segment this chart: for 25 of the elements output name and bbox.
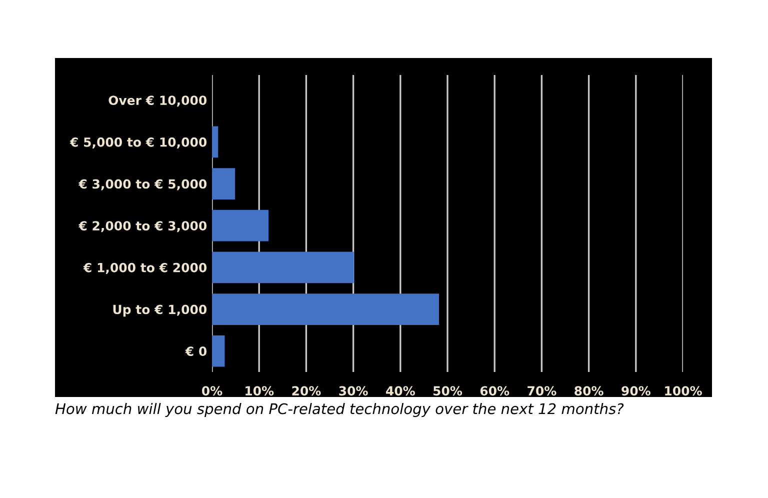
x-tick-label: 10% bbox=[246, 386, 274, 396]
bar bbox=[212, 294, 440, 325]
y-tick-label: Up to € 1,000 bbox=[113, 304, 207, 317]
x-tick-label: 80% bbox=[574, 386, 604, 396]
bar bbox=[212, 210, 269, 242]
bar bbox=[212, 126, 218, 158]
bar bbox=[212, 335, 225, 367]
x-tick-label: 0% bbox=[202, 386, 222, 396]
y-tick-label: € 0 bbox=[185, 346, 207, 356]
y-tick-label: € 2,000 to € 3,000 bbox=[78, 221, 207, 232]
y-tick-label: Over € 10,000 bbox=[108, 96, 207, 107]
text: How much will you spend on PC-related technology over the next 12 months? bbox=[55, 402, 624, 418]
x-tick-label: 20% bbox=[292, 386, 321, 396]
x-tick-label: 90% bbox=[622, 386, 650, 396]
y-tick-label: € 3,000 to € 5,000 bbox=[78, 179, 207, 190]
x-tick-label: 30% bbox=[339, 386, 368, 396]
x-tick-label: 40% bbox=[386, 386, 415, 396]
x-tick-label: 70% bbox=[528, 386, 556, 396]
x-tick-label: 100% bbox=[665, 386, 702, 396]
x-tick-label: 50% bbox=[434, 386, 462, 396]
bar bbox=[212, 252, 354, 284]
x-tick-label: 60% bbox=[480, 386, 510, 396]
bar bbox=[212, 168, 236, 200]
y-tick-label: € 1,000 to € 2000 bbox=[83, 262, 207, 274]
y-tick-label: € 5,000 to € 10,000 bbox=[70, 137, 207, 148]
